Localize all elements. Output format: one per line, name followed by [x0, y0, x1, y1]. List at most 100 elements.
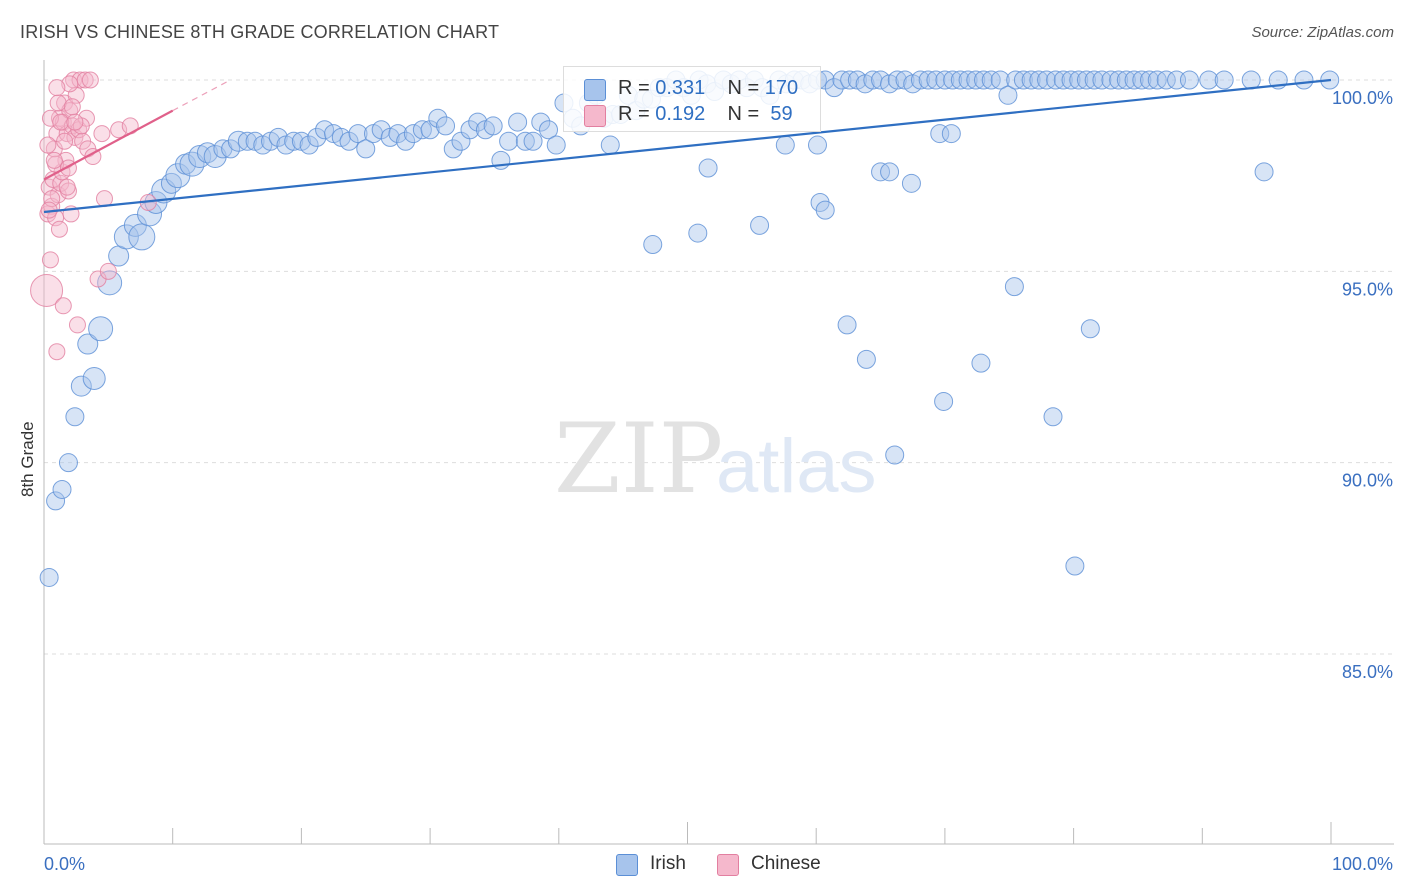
irish-point-109 [887, 70, 907, 90]
irish-point-172 [1065, 556, 1085, 576]
source-label: Source: ZipAtlas.com [1251, 24, 1394, 41]
irish-n-value: 170 [764, 77, 799, 99]
chinese-point-53 [48, 79, 66, 97]
irish-point-2 [52, 479, 72, 499]
irish-point-35 [299, 135, 319, 155]
irish-point-46 [388, 124, 408, 144]
chinese-point-50 [45, 151, 63, 169]
irish-point-5 [70, 375, 92, 397]
chinese-point-0 [30, 273, 64, 307]
irish-point-137 [1109, 70, 1129, 90]
irish-point-52 [436, 116, 456, 136]
tick-labels: 100.0% 95.0% 90.0% 85.0% 0.0% 100.0% [44, 88, 1393, 874]
irish-point-169 [971, 353, 991, 373]
irish-point-31 [268, 127, 288, 147]
irish-point-103 [840, 70, 860, 90]
irish-point-144 [1167, 70, 1187, 90]
irish-point-118 [958, 70, 978, 90]
irish-point-132 [1069, 70, 1089, 90]
chinese-n-label: N = [727, 103, 765, 125]
irish-point-150 [1294, 70, 1314, 90]
chinese-point-38 [99, 262, 117, 280]
irish-point-167 [930, 124, 950, 144]
irish-point-3 [58, 453, 78, 473]
irish-point-173 [1080, 319, 1100, 339]
irish-point-129 [1046, 70, 1066, 90]
chinese-point-51 [56, 132, 74, 150]
chinese-point-45 [49, 94, 67, 112]
irish-point-62 [515, 131, 535, 151]
irish-point-174 [1254, 162, 1274, 182]
irish-point-164 [880, 162, 900, 182]
irish-point-50 [420, 120, 440, 140]
irish-point-166 [901, 173, 921, 193]
irish-point-102 [832, 70, 852, 90]
chinese-n-value: 59 [764, 103, 793, 125]
irish-point-127 [1029, 70, 1049, 90]
irish-regression-line [43, 78, 1332, 214]
irish-point-66 [546, 135, 566, 155]
irish-point-136 [1101, 70, 1121, 90]
irish-point-113 [918, 70, 938, 90]
chinese-r-label: R = [618, 103, 656, 125]
irish-point-117 [950, 70, 970, 90]
irish-point-170 [1004, 277, 1024, 297]
irish-point-11 [113, 224, 139, 250]
legend-swatch-irish [616, 854, 638, 876]
irish-point-153 [643, 235, 663, 255]
x-tick-label-max: 100.0% [1332, 854, 1393, 874]
irish-point-58 [483, 116, 503, 136]
irish-point-47 [396, 131, 416, 151]
chinese-point-33 [81, 71, 99, 89]
irish-point-123 [998, 85, 1018, 105]
irish-point-7 [82, 366, 106, 390]
y-tick-label-3: 85.0% [1342, 662, 1393, 682]
irish-point-0 [39, 567, 59, 587]
watermark-zip: ZIP [554, 403, 723, 515]
chinese-swatch [584, 105, 606, 127]
irish-point-168 [934, 391, 954, 411]
chinese-regression-extension [172, 81, 228, 112]
y-tick-label-0: 100.0% [1332, 88, 1393, 108]
irish-point-116 [943, 70, 963, 90]
stats-box: R = 0.331 N = 170 R = 0.192 N = 59 [563, 66, 821, 132]
legend: Irish Chinese [0, 850, 1406, 880]
irish-point-139 [1124, 70, 1144, 90]
chinese-point-58 [63, 98, 81, 116]
chinese-point-54 [66, 113, 84, 131]
irish-point-146 [1199, 70, 1219, 90]
chinese-point-47 [58, 178, 76, 196]
irish-point-4 [65, 407, 85, 427]
irish-point-155 [698, 158, 718, 178]
irish-point-152 [600, 135, 620, 155]
irish-point-53 [443, 139, 463, 159]
irish-point-33 [284, 131, 304, 151]
irish-point-6 [77, 333, 99, 355]
irish-point-160 [815, 200, 835, 220]
axes [43, 60, 1394, 845]
legend-swatch-chinese [717, 854, 739, 876]
irish-point-65 [539, 120, 559, 140]
irish-point-134 [1084, 70, 1104, 90]
irish-point-162 [856, 349, 876, 369]
irish-point-141 [1140, 70, 1160, 90]
grid-lines [44, 79, 1394, 655]
irish-point-130 [1053, 70, 1073, 90]
chinese-regression-line [43, 109, 174, 181]
irish-point-115 [935, 70, 955, 90]
irish-point-120 [974, 70, 994, 90]
chinese-point-29 [71, 71, 89, 89]
chinese-points [30, 71, 157, 361]
irish-r-value: 0.331 [655, 77, 706, 99]
irish-swatch [584, 79, 606, 101]
irish-point-63 [523, 131, 543, 151]
chinese-point-42 [41, 109, 59, 127]
irish-point-161 [837, 315, 857, 335]
irish-r-label: R = [618, 77, 656, 99]
irish-point-131 [1061, 70, 1081, 90]
chinese-point-3 [41, 251, 59, 269]
irish-point-49 [412, 120, 432, 140]
chinese-point-16 [54, 297, 72, 315]
irish-point-147 [1214, 70, 1234, 90]
